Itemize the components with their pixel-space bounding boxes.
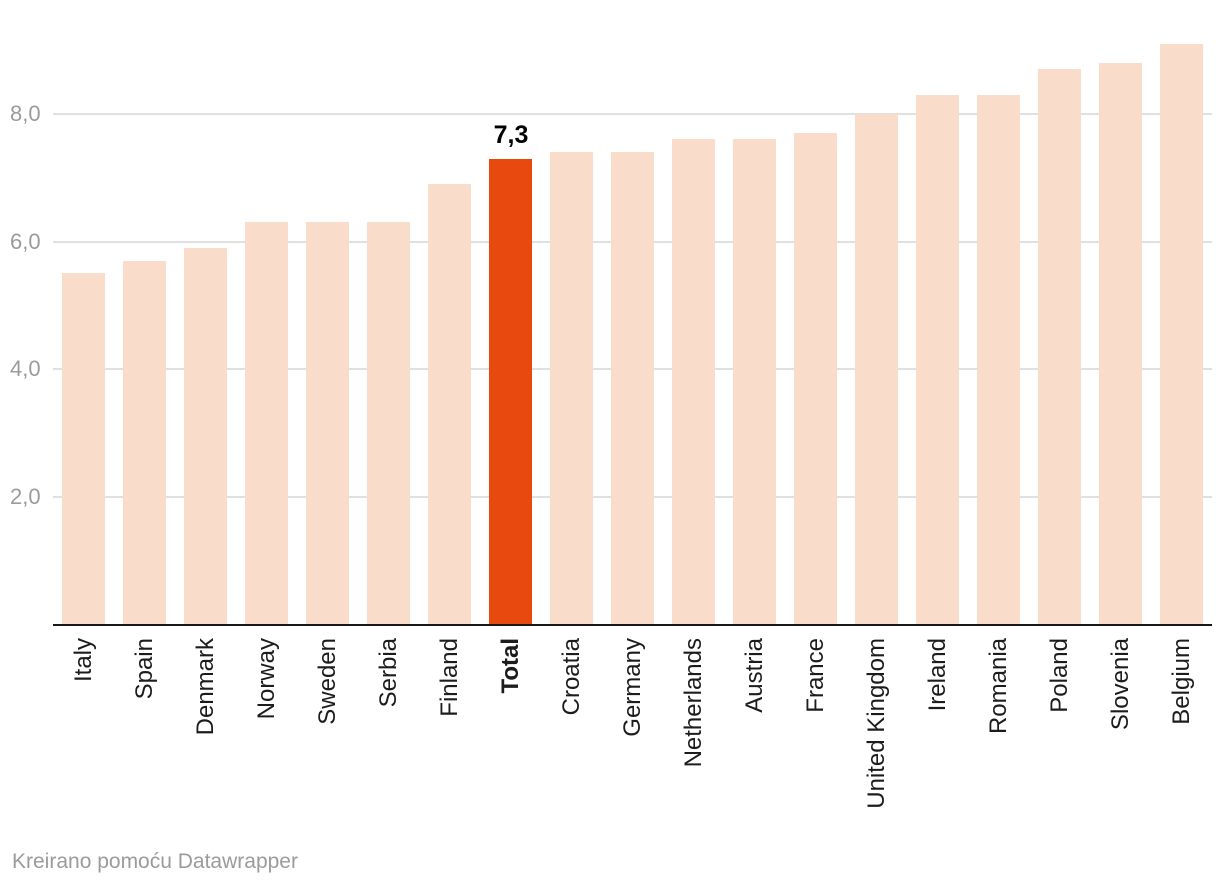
bar-united-kingdom[interactable] [855,114,898,624]
x-label-france: France [801,638,829,713]
bar-romania[interactable] [977,95,1020,624]
bar-spain[interactable] [123,261,166,624]
x-label-netherlands: Netherlands [679,638,707,768]
y-tick-label: 2,0 [10,484,41,509]
plot-area [53,40,1212,624]
bar-cell [968,40,1029,624]
bar-austria[interactable] [733,139,776,624]
x-label-cell: Denmark [175,638,236,735]
bar-poland[interactable] [1038,69,1081,624]
x-label-cell: Spain [114,638,175,699]
highlight-value-label: 7,3 [493,121,529,149]
x-label-total: Total [496,638,524,694]
y-tick-label: 8,0 [10,101,41,126]
x-label-ireland: Ireland [923,638,951,712]
bar-serbia[interactable] [367,222,410,624]
bar-sweden[interactable] [306,222,349,624]
bar-slovenia[interactable] [1099,63,1142,624]
x-label-cell: Ireland [907,638,968,711]
x-label-slovenia: Slovenia [1106,638,1134,731]
x-label-belgium: Belgium [1167,638,1195,725]
bar-belgium[interactable] [1160,44,1203,624]
x-label-cell: Belgium [1151,638,1212,725]
bar-cell [846,40,907,624]
x-label-sweden: Sweden [313,638,341,725]
bar-cell [114,40,175,624]
bar-cell [663,40,724,624]
x-label-spain: Spain [130,638,158,700]
x-label-finland: Finland [435,638,463,717]
bar-cell [1029,40,1090,624]
bar-total[interactable] [489,159,532,624]
bar-netherlands[interactable] [672,139,715,624]
bar-italy[interactable] [62,273,105,624]
datawrapper-attribution-link[interactable]: Kreirano pomoću Datawrapper [12,850,298,873]
x-label-cell: Serbia [358,638,419,707]
x-label-cell: Norway [236,638,297,719]
bar-cell [724,40,785,624]
x-label-cell: Romania [968,638,1029,734]
x-label-cell: Austria [724,638,785,713]
bar-germany[interactable] [611,152,654,624]
bar-cell [419,40,480,624]
x-label-cell: Germany [602,638,663,737]
bar-cell [907,40,968,624]
x-label-united-kingdom: United Kingdom [862,638,890,809]
bar-cell [785,40,846,624]
y-tick-label: 6,0 [10,229,41,254]
x-label-romania: Romania [984,638,1012,735]
bar-france[interactable] [794,133,837,624]
bar-norway[interactable] [245,222,288,624]
x-label-cell: Total [480,638,541,694]
gridline-8 [53,113,1212,115]
y-tick-label: 4,0 [10,356,41,381]
bar-cell [297,40,358,624]
x-label-cell: Slovenia [1090,638,1151,730]
x-label-italy: Italy [69,638,97,683]
bar-cell [175,40,236,624]
x-label-serbia: Serbia [374,638,402,708]
x-label-poland: Poland [1045,638,1073,713]
x-label-cell: Croatia [541,638,602,715]
bar-ireland[interactable] [916,95,959,624]
x-label-cell: Poland [1029,638,1090,713]
x-label-cell: United Kingdom [846,638,907,809]
x-label-norway: Norway [252,638,280,720]
x-axis-line [53,624,1212,626]
x-label-croatia: Croatia [557,638,585,716]
x-label-germany: Germany [618,638,646,737]
x-axis-category-labels: Italy Spain Denmark Norway Sweden Serbia Finla… [53,638,1212,838]
bar-croatia[interactable] [550,152,593,624]
x-label-austria: Austria [740,638,768,713]
x-label-cell: Netherlands [663,638,724,767]
x-label-denmark: Denmark [191,638,219,736]
bar-cell [358,40,419,624]
bar-cell [541,40,602,624]
bar-cell [53,40,114,624]
bar-cell [1090,40,1151,624]
bar-cell [480,40,541,624]
x-label-cell: Finland [419,638,480,717]
x-label-cell: France [785,638,846,713]
bar-cell [1151,40,1212,624]
x-label-cell: Italy [53,638,114,682]
x-label-cell: Sweden [297,638,358,725]
bar-cell [236,40,297,624]
bar-denmark[interactable] [184,248,227,624]
bar-finland[interactable] [428,184,471,624]
bar-cell [602,40,663,624]
